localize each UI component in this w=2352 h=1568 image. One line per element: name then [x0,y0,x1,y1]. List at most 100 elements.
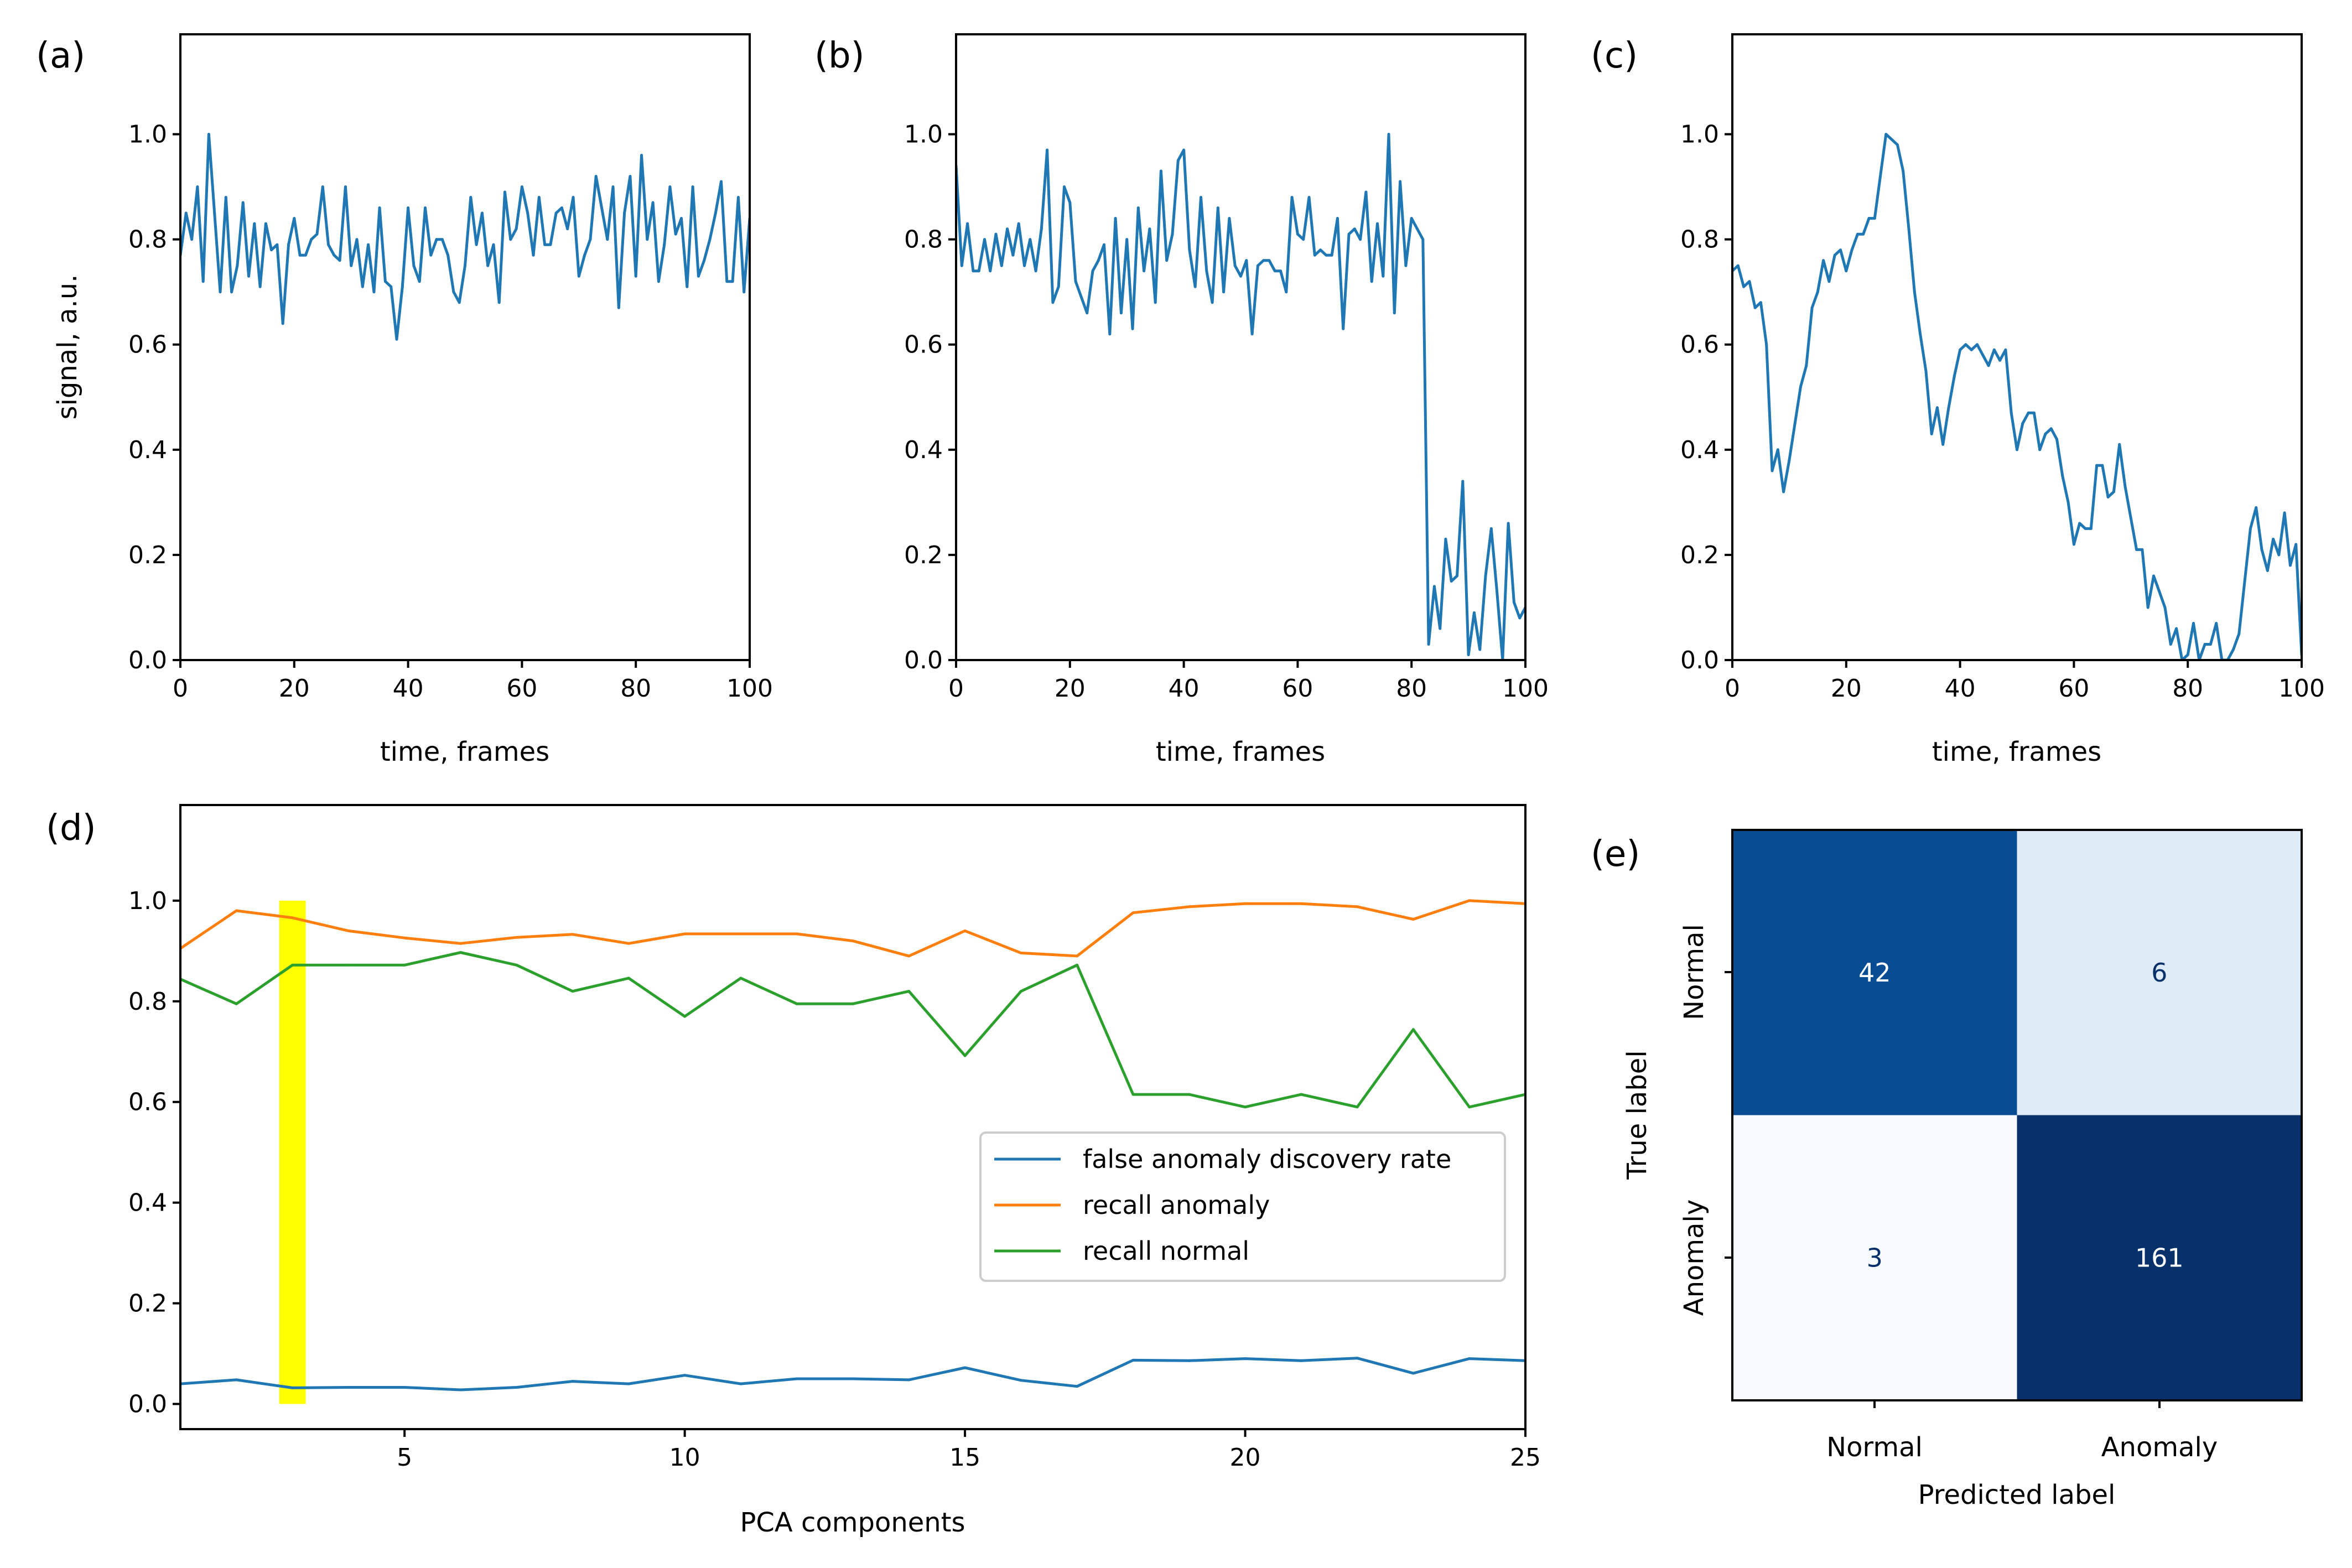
data-point-signal [1222,290,1226,294]
x-tick-label: 40 [1169,674,1200,703]
data-point-signal [1200,196,1202,199]
data-point-signal [1748,280,1751,283]
data-point-false-anomaly-discovery-rate [1187,1359,1191,1362]
x-tick-label: 80 [1396,674,1427,703]
data-point-recall-anomaly [795,932,798,936]
data-point-signal [315,232,319,236]
data-point-recall-normal [1244,1105,1247,1109]
data-point-signal [2129,516,2132,520]
y-tick-label: 0.2 [128,1290,167,1318]
data-point-signal [310,238,313,241]
data-point-signal [1245,259,1248,262]
data-point-recall-anomaly [235,909,238,912]
data-point-signal [2169,643,2172,646]
data-point-signal [1987,364,1990,367]
data-point-signal [1867,217,1871,220]
data-point-signal [1902,169,1905,173]
panel-label-a: (a) [36,35,85,76]
data-point-signal [429,253,433,257]
cm-xtick-anomaly: Anomaly [2101,1432,2218,1463]
data-point-recall-anomaly [1356,905,1359,908]
data-point-signal [440,238,444,241]
data-point-signal [549,243,552,246]
data-point-signal [2158,590,2161,593]
cm-ytick-normal: Normal [1679,924,1710,1020]
data-point-signal [691,185,694,189]
data-point-signal [1063,185,1066,189]
data-point-signal [2249,527,2252,530]
data-point-signal [424,206,427,210]
data-point-false-anomaly-discovery-rate [1300,1359,1303,1362]
data-point-signal [2055,438,2058,441]
data-point-signal [321,185,324,189]
data-point-signal [1444,537,1447,541]
panel-a-plot [180,133,750,341]
y-tick-label: 0.6 [128,331,167,359]
data-point-signal [577,274,580,278]
data-point-signal [1410,217,1413,220]
data-point-signal [989,269,992,273]
y-tick-label: 0.6 [904,331,943,359]
data-point-signal [412,264,416,267]
data-point-signal [560,206,563,210]
data-point-recall-normal [907,990,911,993]
panel-c: (c) 0 20 40 60 80 100 0.0 0.2 0.4 0.6 0.8 1.0 time,… [1591,33,2325,767]
data-point-signal [2243,579,2246,583]
data-point-signal [1478,648,1482,651]
data-point-signal [1239,274,1242,278]
data-point-false-anomaly-discovery-rate [683,1374,687,1377]
data-point-signal [338,259,341,262]
data-point-signal [1421,238,1425,241]
data-point-signal [2237,632,2241,635]
data-point-recall-normal [1076,963,1079,967]
data-point-signal [2084,527,2087,530]
data-point-signal [966,222,969,225]
data-point-signal [184,211,188,215]
data-point-signal [1342,327,1345,330]
x-tick-label: 100 [726,674,773,703]
y-tick-label: 0.6 [1680,331,1719,359]
data-point-signal [1165,259,1169,262]
data-point-signal [1176,159,1180,162]
data-point-signal [1890,138,1893,141]
x-tick-label: 40 [393,674,424,703]
data-point-recall-normal [1187,1093,1191,1096]
data-point-false-anomaly-discovery-rate [515,1386,518,1389]
data-point-recall-anomaly [571,933,574,936]
data-point-recall-normal [347,963,350,967]
data-point-signal [2112,490,2115,494]
y-tick-label: 0.4 [1680,436,1719,464]
data-point-signal [1262,259,1265,262]
data-point-recall-anomaly [1244,902,1247,905]
data-point-signal [1154,301,1157,304]
data-point-signal [720,180,723,183]
data-point-signal [1370,280,1373,283]
data-point-signal [1250,333,1254,336]
data-point-signal [708,238,712,241]
x-tick-label: 60 [2058,674,2089,703]
data-point-signal [1205,269,1208,273]
data-point-signal [1256,264,1259,267]
data-point-signal [2089,527,2093,530]
data-point-signal [1336,217,1339,220]
data-point-signal [281,322,284,325]
cm-cell [1732,830,2017,1115]
data-point-signal [1839,248,1842,252]
data-point-signal [1992,348,1996,351]
data-point-signal [2288,564,2292,567]
y-tick-label: 0.0 [128,646,167,674]
data-point-recall-normal [515,963,518,967]
data-point-signal [977,269,980,273]
panel-label-d: (d) [46,808,96,849]
y-tick-label: 0.0 [904,646,943,674]
data-point-signal [224,196,227,199]
data-point-signal [2095,464,2099,467]
data-point-signal [1159,169,1162,173]
legend-label-recall-normal: recall normal [1083,1236,1249,1266]
data-point-signal [1759,301,1762,304]
data-point-signal [2186,653,2189,656]
data-point-signal [594,175,598,178]
data-point-signal [2294,543,2298,546]
data-point-signal [532,253,535,257]
